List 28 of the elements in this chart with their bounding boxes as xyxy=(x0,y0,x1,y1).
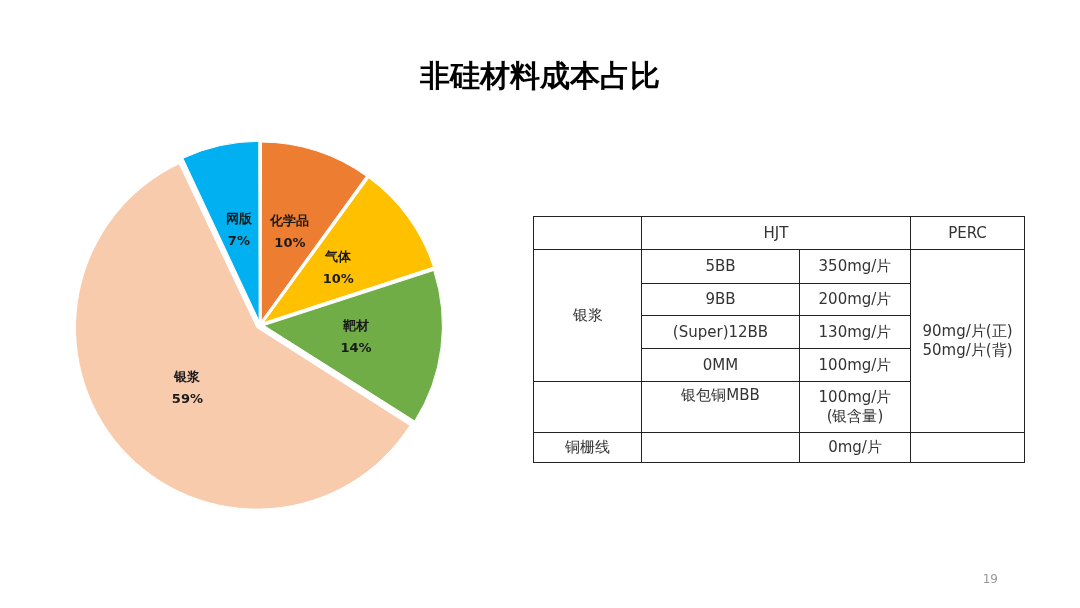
data-label: 59% xyxy=(171,391,203,407)
data-label: 10% xyxy=(274,235,306,251)
slice-label: 化学品 xyxy=(269,213,310,229)
text: 铜栅线 xyxy=(565,438,610,457)
text: 90mg/片(正) 50mg/片(背) xyxy=(922,322,1013,360)
text: 5BB xyxy=(705,257,736,276)
data-label: 7% xyxy=(227,232,250,248)
text: 银浆 xyxy=(572,306,603,325)
slice-label: 网版 xyxy=(225,210,253,226)
slice-label: 气体 xyxy=(324,248,353,264)
text: 350mg/片 xyxy=(818,257,892,276)
text: 非硅材料成本占比 xyxy=(420,57,660,95)
data-label: 14% xyxy=(340,339,372,355)
text: 0mg/片 xyxy=(828,438,882,457)
text: 9BB xyxy=(705,290,736,309)
text: 0MM xyxy=(702,355,739,375)
text: 银包铜MBB xyxy=(681,386,760,405)
text: 100mg/片 xyxy=(818,355,892,375)
text: HJT xyxy=(763,223,789,243)
slice-label: 银浆 xyxy=(173,369,201,385)
slice-label: 靶材 xyxy=(341,317,369,333)
text: 200mg/片 xyxy=(818,290,892,309)
text: PERC xyxy=(948,223,987,243)
text: (Super)12BB xyxy=(672,322,769,342)
text: 100mg/片 (银含量) xyxy=(818,388,892,426)
text: 19 xyxy=(982,572,998,586)
data-label: 10% xyxy=(322,270,354,286)
text: 130mg/片 xyxy=(818,322,892,342)
